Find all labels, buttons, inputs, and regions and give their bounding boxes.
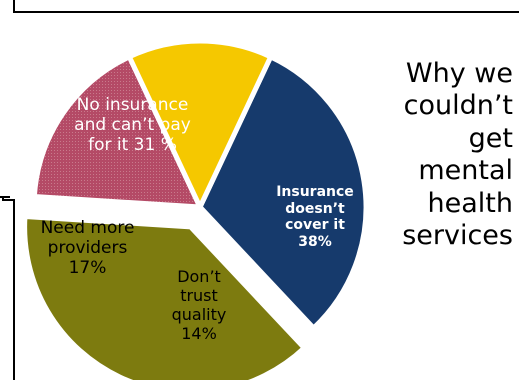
slice-label-dont-trust: Don’t trust quality 14%	[171, 267, 227, 343]
pie-slice-insurance-no-cover	[22, 213, 308, 380]
chart-title: Why we couldn’t get mental health servic…	[402, 58, 513, 251]
slice-label-no-insurance: No insurance and can’t pay for it 31 %	[74, 95, 191, 156]
slice-label-need-providers: Need more providers 17%	[40, 218, 135, 279]
slice-label-insurance-no-cover: Insurance doesn’t cover it 38%	[276, 184, 354, 250]
pie-slice-dont-trust	[126, 38, 275, 213]
pie-slice-need-providers	[31, 53, 205, 210]
